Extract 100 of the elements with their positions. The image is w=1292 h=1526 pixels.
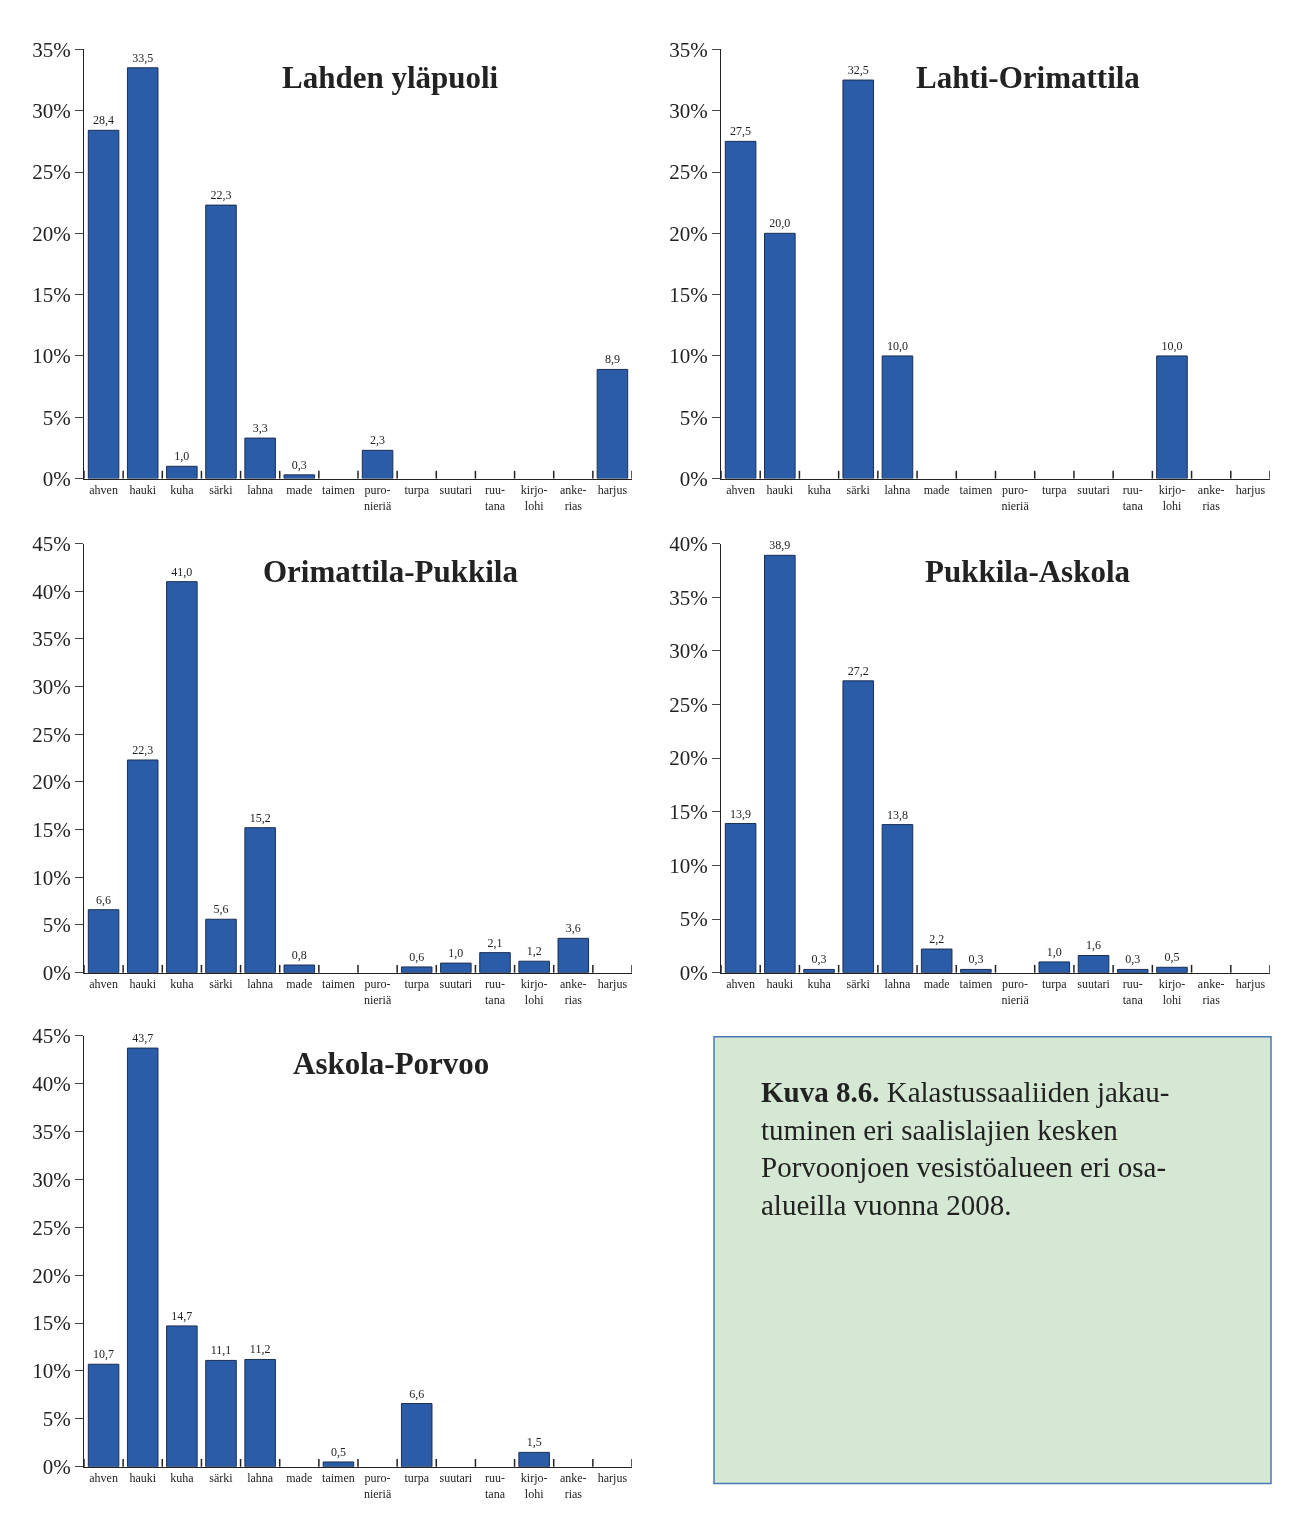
x-tick-label: suutari [439,1471,473,1486]
data-label: 2,3 [370,433,386,448]
bar [1038,961,1071,973]
data-label: 8,9 [604,352,620,367]
x-tick-label: anke- rias [1197,482,1225,513]
x-tick-label: lahna [884,482,912,497]
data-label: 0,5 [330,1444,346,1459]
bar [166,465,198,479]
y-tick-label: 5% [42,405,71,430]
y-tick-label: 20% [669,221,708,246]
x-tick-label: puro- nieriä [363,482,392,513]
x-tick-label: lahna [247,977,274,992]
x-tick-label: hauki [129,1471,157,1486]
data-label: 10,7 [93,1347,115,1362]
y-tick-label: 0% [679,961,708,985]
bar [518,1451,550,1467]
bar [596,368,629,479]
x-tick-label: harjus [1235,977,1266,992]
y-tick-label: 30% [32,674,71,699]
x-tick-label: ruu- tana [1122,482,1144,513]
x-tick-label: kuha [807,977,832,992]
bar [87,129,120,479]
y-tick-label: 15% [669,282,708,307]
bar [166,581,198,973]
bar [881,824,914,973]
bar [244,1358,276,1467]
y-tick-label: 40% [32,579,71,604]
data-label: 11,1 [210,1343,232,1358]
x-tick-label: ahven [89,977,118,992]
data-label: 10,0 [886,338,908,353]
y-tick-label: 35% [669,585,708,610]
data-label: 14,7 [171,1308,193,1323]
bar [1156,355,1188,479]
x-tick-label: hauki [129,482,157,497]
x-tick-label: puro- nieriä [1001,482,1030,513]
data-label: 5,6 [213,902,229,917]
y-tick-label: 20% [32,1263,71,1288]
y-tick-label: 35% [32,37,71,62]
data-label: 6,6 [409,1386,425,1401]
bar [400,1403,433,1467]
x-tick-label: särki [209,482,234,497]
x-tick-label: suutari [1077,482,1111,497]
bar [557,937,590,973]
y-tick-label: 40% [669,531,708,556]
data-label: 20,0 [769,216,791,231]
data-label: 0,3 [811,952,827,967]
text: Kuva 8.6. [761,1076,880,1108]
y-tick-label: 35% [32,627,71,652]
x-tick-label: ruu- tana [485,1471,506,1501]
x-tick-label: lahna [247,482,274,497]
x-tick-label: taimen [322,977,355,992]
x-tick-label: turpa [404,977,430,992]
x-tick-label: särki [846,482,871,497]
bar [881,355,914,479]
x-tick-label: kirjo- lohi [520,1471,548,1501]
x-tick-label: harjus [597,977,628,992]
bar [479,952,511,973]
data-label: 13,9 [730,806,752,821]
y-tick-label: 20% [32,770,71,795]
x-tick-label: suutari [439,977,473,992]
x-tick-label: särki [209,1471,234,1486]
y-tick-label: 5% [679,907,708,932]
data-label: 41,0 [171,564,193,579]
y-tick-label: 0% [42,961,71,985]
x-tick-label: taimen [959,482,993,497]
x-tick-label: hauki [766,977,794,992]
bar [244,827,276,973]
y-tick-label: 25% [32,160,71,185]
bar [920,948,953,973]
data-label: 1,0 [174,449,190,464]
y-tick-label: 10% [32,865,71,890]
x-tick-label: made [286,1471,313,1486]
x-tick-label: made [286,482,313,497]
y-tick-label: 30% [669,639,708,664]
x-tick-label: ruu- tana [1122,977,1144,1007]
chart-title: Pukkila-Askola [925,554,1131,589]
x-tick-label: made [923,977,950,992]
y-tick-label: 30% [32,99,71,124]
x-tick-label: puro- nieriä [363,977,392,1007]
y-tick-label: 20% [669,746,708,771]
data-label: 32,5 [847,63,869,78]
data-label: 1,0 [448,946,464,961]
x-tick-label: kirjo- lohi [520,977,548,1007]
y-tick-label: 5% [42,913,71,938]
y-tick-label: 25% [669,692,708,717]
y-tick-label: 25% [32,722,71,747]
y-tick-label: 5% [42,1407,71,1432]
bar [842,79,875,479]
y-tick-label: 0% [42,1455,71,1480]
bar [283,964,316,973]
data-label: 13,8 [886,807,908,822]
bar [205,204,237,479]
y-tick-label: 15% [669,800,708,825]
x-tick-label: hauki [766,482,794,497]
x-tick-label: puro- nieriä [363,1471,392,1501]
data-label: 0,3 [1125,952,1141,967]
x-tick-label: harjus [597,1471,628,1486]
data-label: 0,6 [409,949,425,964]
y-tick-label: 30% [669,99,708,124]
chart-title: Lahden yläpuoli [282,60,499,95]
